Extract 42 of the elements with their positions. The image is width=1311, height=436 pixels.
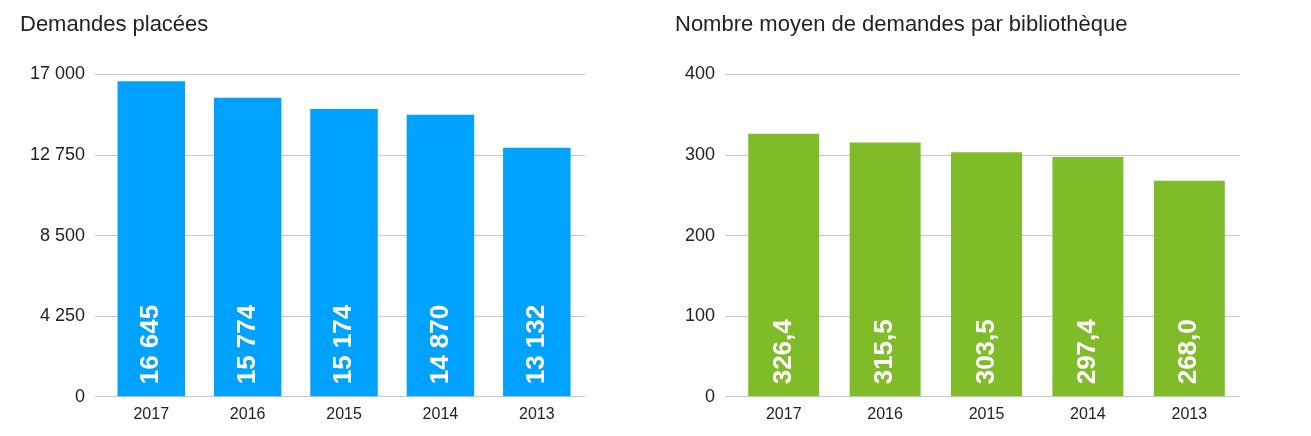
bar: [748, 133, 820, 397]
y-tick-label: 0: [75, 385, 86, 406]
chart-title: Nombre moyen de demandes par bibliothèque: [675, 11, 1128, 37]
data-label: 15 774: [230, 304, 261, 385]
data-label: 15 174: [327, 304, 358, 385]
x-tick-label: 2016: [867, 404, 904, 422]
y-tick-label: 0: [705, 385, 716, 406]
x-tick-label: 2017: [765, 404, 802, 422]
chart-title: Demandes placées: [20, 11, 209, 37]
data-label: 297,4: [1071, 318, 1102, 385]
y-tick-label: 17 000: [29, 63, 86, 84]
x-tick-label: 2015: [326, 404, 362, 422]
x-tick-label: 2013: [1171, 404, 1208, 422]
x-tick-label: 2014: [1070, 404, 1106, 422]
y-tick-label: 200: [684, 224, 716, 245]
y-tick-label: 12 750: [29, 143, 86, 164]
data-label: 315,5: [868, 319, 899, 385]
bar: [406, 114, 475, 397]
data-label: 268,0: [1172, 319, 1203, 385]
bar: [1153, 180, 1225, 397]
y-tick-label: 8 500: [40, 224, 86, 245]
data-label: 16 645: [134, 304, 165, 385]
x-tick-label: 2013: [519, 404, 555, 422]
bar: [849, 142, 921, 397]
bar: [503, 147, 571, 397]
y-tick-label: 4 250: [40, 305, 86, 326]
data-label: 303,5: [969, 319, 1000, 385]
bar: [951, 152, 1022, 397]
x-tick-label: 2015: [968, 404, 1005, 422]
bar: [117, 81, 185, 397]
x-tick-label: 2014: [422, 404, 459, 422]
y-tick-label: 300: [684, 143, 716, 164]
bar: [213, 97, 282, 397]
x-tick-label: 2016: [229, 404, 266, 422]
data-label: 13 132: [519, 304, 550, 385]
y-tick-label: 400: [684, 63, 716, 84]
bar: [310, 109, 378, 397]
data-label: 14 870: [423, 304, 454, 385]
bar: [1052, 157, 1124, 397]
x-tick-label: 2017: [133, 404, 170, 422]
y-tick-label: 100: [684, 305, 716, 326]
data-label: 326,4: [766, 318, 797, 385]
